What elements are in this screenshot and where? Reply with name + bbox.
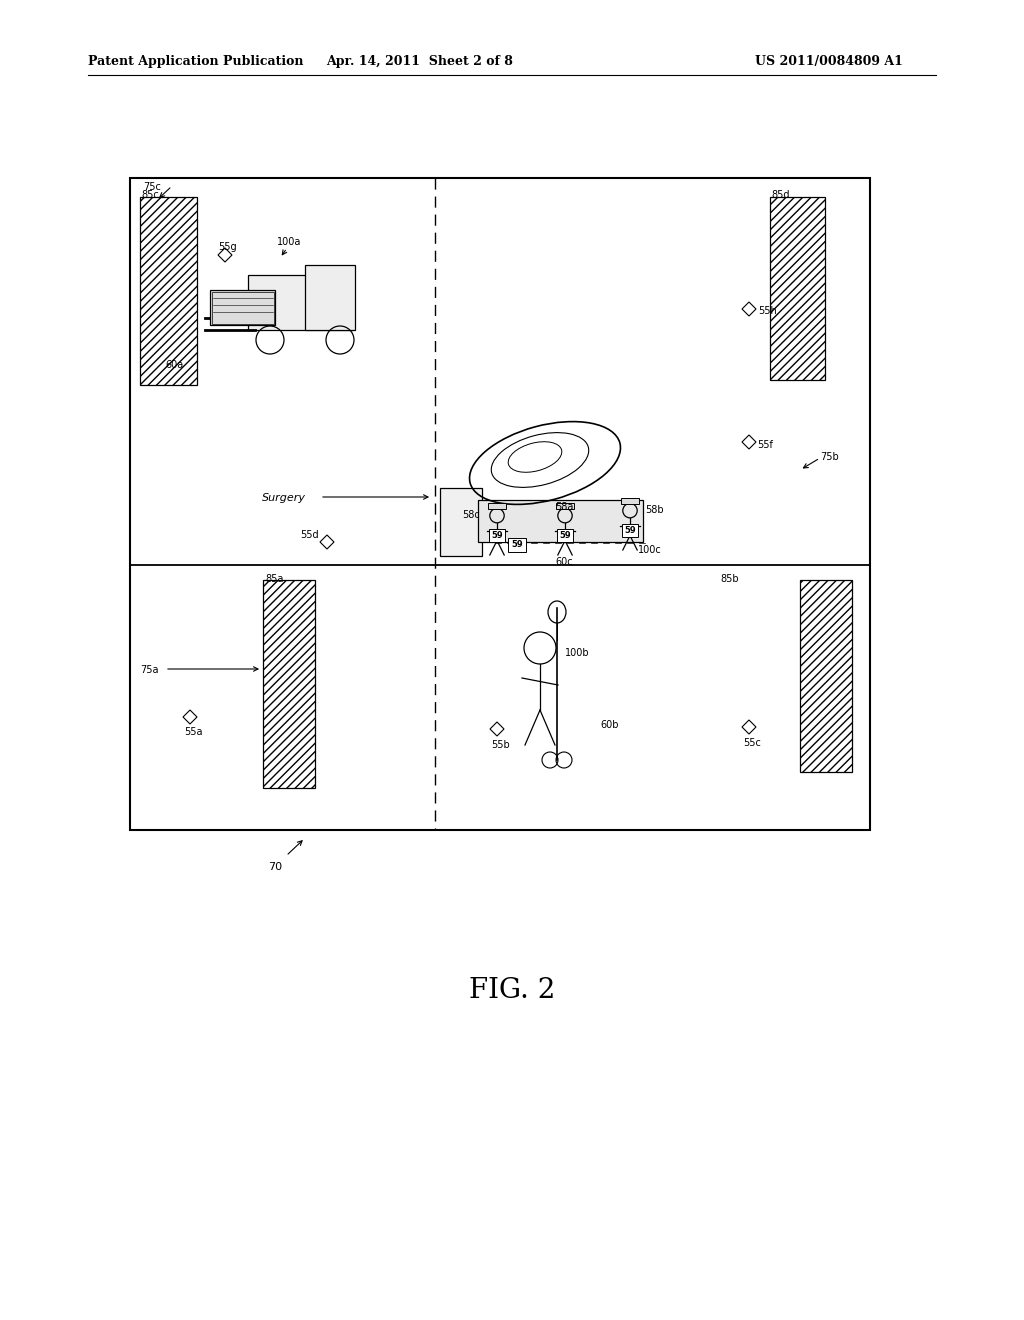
Polygon shape (183, 710, 197, 723)
Text: 85d: 85d (771, 190, 790, 201)
Text: 75b: 75b (820, 451, 839, 462)
Bar (622, 499, 639, 504)
Polygon shape (319, 535, 334, 549)
Text: 100a: 100a (278, 238, 301, 247)
Bar (248, 275, 353, 330)
Text: 60b: 60b (600, 719, 618, 730)
Bar (508, 539, 526, 552)
Text: 85a: 85a (265, 574, 284, 583)
Text: 75c: 75c (143, 182, 161, 191)
Text: 55h: 55h (758, 306, 777, 315)
Text: Surgery: Surgery (262, 492, 306, 503)
Bar (622, 524, 638, 537)
Text: 60a: 60a (165, 360, 183, 370)
Text: 100b: 100b (565, 648, 590, 657)
Text: 59: 59 (625, 525, 636, 535)
Bar (489, 528, 505, 541)
Text: 55c: 55c (743, 738, 761, 748)
Bar (210, 290, 275, 325)
Bar (140, 197, 197, 385)
Text: 58c: 58c (462, 510, 480, 520)
Polygon shape (742, 719, 756, 734)
Bar (130, 178, 870, 830)
Bar (305, 265, 355, 330)
Bar (212, 292, 274, 323)
Text: 60c: 60c (555, 557, 572, 568)
Text: 58b: 58b (645, 506, 664, 515)
Text: 55a: 55a (184, 727, 203, 737)
Text: 55b: 55b (490, 741, 510, 750)
Bar (770, 197, 825, 380)
Text: 100c: 100c (638, 545, 662, 554)
Bar (440, 488, 482, 556)
Text: 70: 70 (268, 862, 282, 873)
Bar (800, 579, 852, 772)
Text: Patent Application Publication: Patent Application Publication (88, 55, 303, 69)
Text: FIG. 2: FIG. 2 (469, 977, 555, 1003)
Bar (478, 500, 643, 543)
Bar (557, 528, 573, 541)
Polygon shape (490, 722, 504, 737)
Text: 85c: 85c (141, 190, 159, 201)
Text: 75a: 75a (140, 665, 159, 675)
Text: 55g: 55g (218, 242, 237, 252)
Text: 55d: 55d (300, 531, 318, 540)
Text: 58a: 58a (555, 502, 573, 512)
Text: US 2011/0084809 A1: US 2011/0084809 A1 (755, 55, 903, 69)
Polygon shape (742, 436, 756, 449)
Bar (488, 503, 506, 510)
Polygon shape (218, 248, 232, 261)
Text: 85b: 85b (720, 574, 738, 583)
Bar (556, 503, 573, 510)
Bar (263, 579, 315, 788)
Polygon shape (742, 302, 756, 315)
Text: 59: 59 (559, 531, 570, 540)
Text: 55f: 55f (757, 440, 773, 450)
Text: 59: 59 (492, 531, 503, 540)
Text: 59: 59 (511, 540, 523, 549)
Text: Apr. 14, 2011  Sheet 2 of 8: Apr. 14, 2011 Sheet 2 of 8 (327, 55, 513, 69)
